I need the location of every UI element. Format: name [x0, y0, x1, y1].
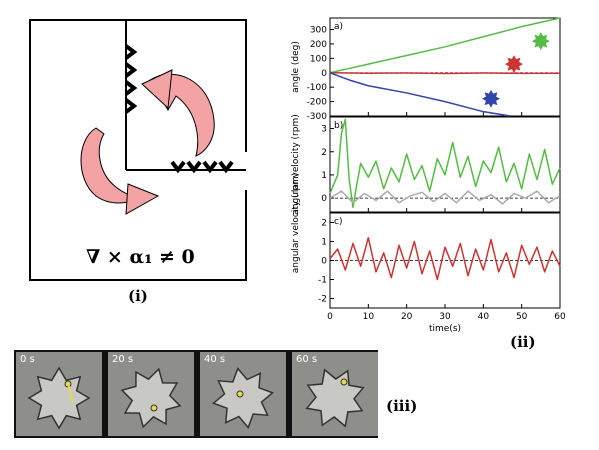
ytick-label: -300 — [307, 112, 328, 122]
x-axis-label: time(s) — [429, 324, 461, 334]
tracer-line — [67, 383, 74, 403]
ytick-label: 0 — [321, 257, 327, 267]
ytick-label: 0 — [321, 69, 327, 79]
series-line-2-0 — [329, 236, 561, 281]
ytick-label: 300 — [310, 26, 327, 36]
curl-formula: ∇ × α₁ ≠ 0 — [86, 246, 195, 268]
ytick-label: -2 — [318, 295, 327, 305]
xtick-label: 0 — [327, 312, 333, 322]
tracer-bead — [236, 390, 244, 398]
microscopy-frame: 60 s — [292, 352, 378, 436]
y-axis-label: angle (deg) — [291, 41, 301, 93]
ytick-label: 3 — [321, 125, 327, 135]
panel-ii-label: (ii) — [510, 333, 536, 351]
horizontal-ratchet-chevrons — [170, 160, 234, 174]
frame-timestamp: 40 s — [204, 354, 226, 365]
xtick-label: 10 — [363, 312, 375, 322]
ytick-label: 1 — [321, 171, 327, 181]
frame-timestamp: 20 s — [112, 354, 134, 365]
panel-letter: a) — [334, 22, 343, 32]
y-axis-label: angular velocity (rpm) — [291, 173, 301, 273]
ytick-label: 0 — [321, 194, 327, 204]
xtick-label: 20 — [401, 312, 413, 322]
panel-i-diagram — [29, 19, 248, 281]
frame-timestamp: 0 s — [20, 354, 35, 365]
microscopy-frame: 20 s — [108, 352, 194, 436]
xtick-label: 30 — [439, 312, 451, 322]
star-particle — [305, 368, 365, 428]
xtick-label: 40 — [478, 312, 490, 322]
frame-timestamp: 60 s — [296, 354, 318, 365]
series-line-1-1 — [329, 190, 561, 205]
series-line-0-0 — [329, 17, 561, 74]
ytick-label: 2 — [321, 219, 327, 229]
gear-marker-1 — [505, 55, 523, 74]
star-particle — [212, 367, 274, 429]
panel-iii-label: (iii) — [386, 397, 418, 415]
gear-marker-2 — [482, 89, 500, 108]
series-line-0-2 — [329, 72, 511, 117]
y-axis-label: angular velocity (rpm) — [291, 114, 301, 214]
panel-letter: c) — [334, 217, 342, 227]
series-line-1-0 — [329, 118, 561, 209]
ytick-label: -200 — [307, 98, 328, 108]
microscopy-frame: 40 s — [200, 352, 286, 436]
xtick-label: 60 — [554, 312, 566, 322]
panel-i-label: (i) — [128, 287, 148, 305]
gear-marker-0 — [531, 32, 550, 51]
star-particle — [120, 367, 182, 429]
rotation-arrow-upper — [141, 69, 215, 157]
diagram-box — [29, 19, 247, 281]
star-particle — [27, 366, 91, 430]
microscopy-strip: 0 s 20 s 40 s 60 s — [14, 350, 378, 438]
ytick-label: 1 — [321, 238, 327, 248]
microscopy-frame: 0 s — [16, 352, 102, 436]
xtick-label: 50 — [516, 312, 528, 322]
series-line-0-1 — [329, 72, 561, 75]
ytick-label: 100 — [310, 54, 327, 64]
tracer-bead — [340, 378, 348, 386]
ytick-label: 200 — [310, 40, 327, 50]
vertical-ratchet-chevrons — [124, 44, 138, 114]
ytick-label: 2 — [321, 148, 327, 158]
ytick-label: -100 — [307, 83, 328, 93]
rotation-arrow-lower — [80, 127, 160, 215]
ytick-label: -1 — [318, 276, 327, 286]
panel-letter: b) — [334, 121, 343, 131]
tracer-bead — [150, 404, 158, 412]
